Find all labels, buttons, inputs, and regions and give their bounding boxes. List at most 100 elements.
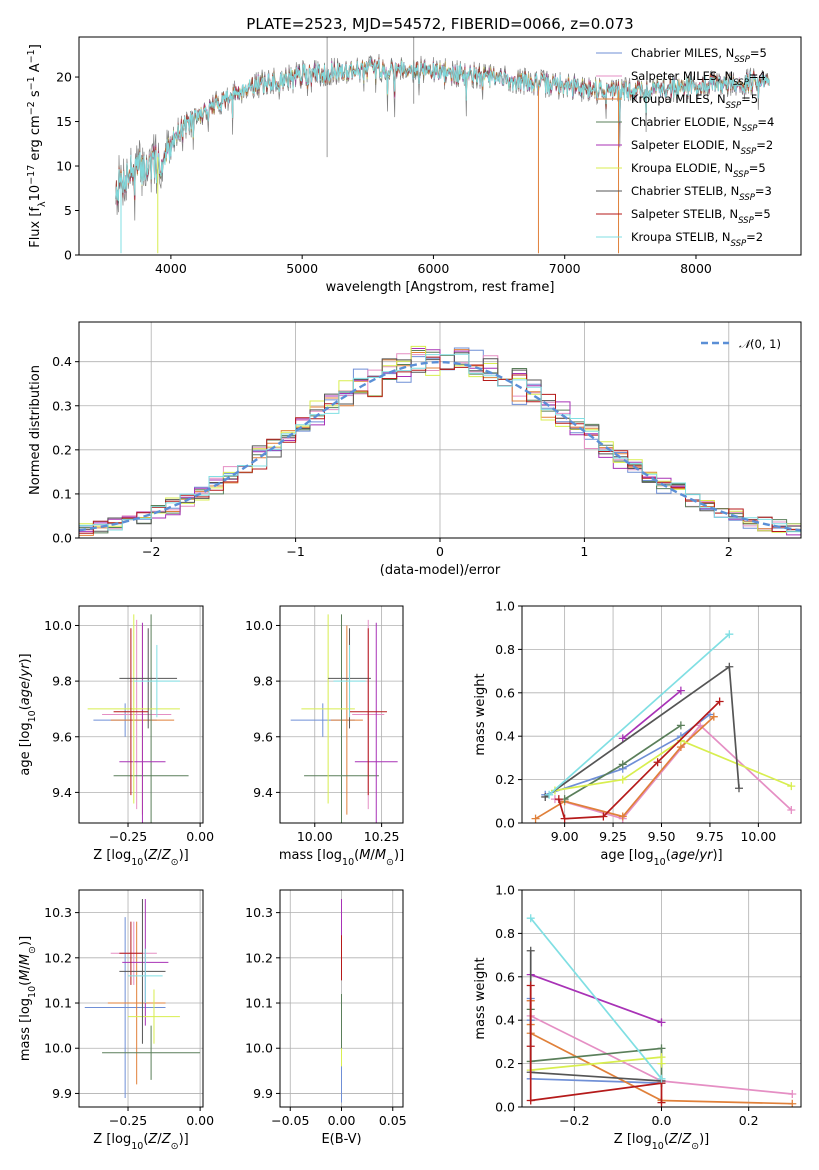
weight-line: [545, 713, 711, 796]
y-tick-label: 0.8: [495, 642, 515, 657]
x-tick-label: 10.00: [740, 829, 776, 844]
x-tick-label: 1: [580, 544, 588, 559]
weight-marker: [560, 814, 569, 823]
weight-marker: [599, 812, 608, 821]
x-tick-label: 0.2: [739, 1113, 759, 1128]
y-tick-label: 10.0: [44, 618, 72, 633]
plot-area: [115, 37, 770, 254]
residual-histogram-panel: −2 −1 0 1 2 0.0 0.1 0.2 0.3 0.4 (data-model)/error…: [28, 321, 802, 578]
mass-vs-metallicity-panel: −0.25 0.00 9.9 10.0 10.1 10.2 10.3 Z [log10(Z/Z…: [18, 889, 214, 1152]
x-tick-label: −2: [142, 544, 160, 559]
x-tick-label: −0.05: [271, 1113, 309, 1128]
x-tick-label: 9.75: [696, 829, 724, 844]
legend-entry: Chabrier ELODIE, NSSP=4: [631, 115, 774, 134]
y-tick-label: 9.4: [52, 785, 72, 800]
weight-line: [530, 917, 663, 1080]
plot-area: [531, 630, 796, 823]
x-tick-label: 10.00: [297, 829, 333, 844]
weight-marker: [545, 790, 554, 799]
x-tick-label: 8000: [680, 261, 712, 276]
y-tick-label: 10.2: [44, 950, 72, 965]
weight-marker: [653, 758, 662, 767]
x-tick-label: 0.05: [379, 1113, 407, 1128]
y-tick-label: 15: [56, 114, 72, 129]
weight-marker: [618, 775, 627, 784]
y-tick-label: 0.0: [495, 1100, 515, 1115]
y-tick-label: 10.1: [44, 996, 72, 1011]
legend-entry: Salpeter MILES, NSSP=4: [631, 69, 766, 88]
weight-marker: [618, 760, 627, 769]
histogram-step-line: [79, 353, 801, 533]
weight-marker: [526, 1042, 535, 1051]
plot-area: [290, 614, 398, 823]
x-tick-label: 9.25: [599, 829, 627, 844]
figure-title: PLATE=2523, MJD=54572, FIBERID=0066, z=0…: [246, 15, 633, 33]
legend-entry: Kroupa MILES, NSSP=5: [631, 92, 758, 111]
weight-marker: [657, 1059, 666, 1068]
x-tick-label: 0.00: [186, 1113, 214, 1128]
age-vs-mass-panel: 10.00 10.25 9.4 9.6 9.8 10.0 mass [log10(M/M⊙)…: [245, 605, 404, 868]
weight-line: [622, 689, 682, 740]
y-tick-label: 0.1: [52, 486, 72, 501]
plot-area: [79, 345, 801, 538]
y-tick-label: 1.0: [495, 883, 515, 898]
plot-area: [87, 614, 189, 823]
spectrum-panel: 4000 5000 6000 7000 8000 0 5 10 15 20 wavelength […: [26, 36, 802, 295]
x-tick-label: 2: [725, 544, 733, 559]
x-tick-label: 0.0: [652, 1113, 672, 1128]
y-tick-label: 5: [64, 203, 72, 218]
plot-area: [84, 899, 201, 1098]
weight-line: [548, 633, 730, 796]
y-tick-label: 9.6: [52, 729, 72, 744]
weight-marker: [618, 734, 627, 743]
x-tick-label: 4000: [155, 261, 187, 276]
y-axis-label: Flux [fλ10−17 erg cm−2 s−1 A−1]: [26, 44, 48, 248]
y-tick-label: 0.0: [52, 531, 72, 546]
y-tick-label: 0.8: [495, 926, 515, 941]
y-axis-label: mass weight: [473, 673, 488, 755]
x-tick-label: −0.2: [559, 1113, 589, 1128]
weight-marker: [531, 814, 540, 823]
legend-entry: Chabrier STELIB, NSSP=3: [631, 184, 772, 203]
weight-marker: [787, 782, 796, 791]
spectrum-model-line: [115, 57, 770, 202]
x-tick-label: 7000: [549, 261, 581, 276]
y-axis-label: Normed distribution: [28, 365, 43, 495]
y-axis-label: mass weight: [473, 957, 488, 1039]
y-tick-label: 0.2: [495, 772, 515, 787]
y-tick-label: 0.2: [495, 1056, 515, 1071]
weight-marker: [526, 946, 535, 955]
plot-area: [526, 914, 797, 1107]
x-axis-label: (data-model)/error: [380, 563, 501, 578]
weight-vs-age-panel: 9.00 9.25 9.50 9.75 10.00 0.0 0.2 0.4 0.6 0.8 1.0 a…: [473, 599, 802, 868]
y-tick-label: 0.4: [495, 729, 515, 744]
axes-frame: [78, 605, 204, 824]
y-tick-label: 0.4: [52, 354, 72, 369]
weight-marker: [676, 686, 685, 695]
y-tick-label: 9.9: [52, 1086, 72, 1101]
weight-marker: [657, 1074, 666, 1083]
weight-marker: [725, 662, 734, 671]
x-axis-label: mass [log10(M/M⊙)]: [279, 848, 404, 868]
y-tick-label: 20: [56, 70, 72, 85]
y-tick-label: 0: [64, 248, 72, 263]
y-tick-label: 9.8: [253, 674, 273, 689]
y-axis-label: age [log10(age/yr)]: [18, 653, 38, 775]
normal-reference-curve: [79, 360, 801, 532]
y-tick-label: 0.6: [495, 969, 515, 984]
weight-marker: [657, 1018, 666, 1027]
y-tick-label: 10.2: [245, 950, 273, 965]
y-tick-label: 10.0: [44, 1041, 72, 1056]
weight-vs-metallicity-panel: −0.2 0.0 0.2 0.0 0.2 0.4 0.6 0.8 1.0 Z [log10(Z/Z…: [473, 883, 802, 1152]
weight-marker: [526, 914, 535, 923]
y-tick-label: 10.0: [245, 1041, 273, 1056]
y-tick-label: 10.1: [245, 996, 273, 1011]
y-tick-label: 1.0: [495, 599, 515, 614]
age-vs-metallicity-panel: −0.25 0.00 9.4 9.6 9.8 10.0 Z [log10(Z/Z⊙)] age…: [18, 605, 214, 868]
x-tick-label: 9.00: [551, 829, 579, 844]
weight-marker: [657, 1044, 666, 1053]
axes-frame: [78, 36, 802, 256]
y-tick-label: 10.3: [44, 905, 72, 920]
x-tick-label: −0.25: [109, 829, 147, 844]
y-tick-label: 0.0: [495, 816, 515, 831]
